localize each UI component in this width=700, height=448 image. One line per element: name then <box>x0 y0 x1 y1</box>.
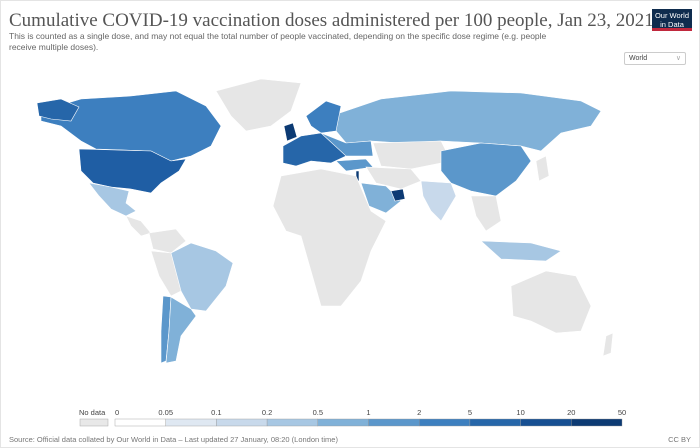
region-value: World <box>629 55 648 62</box>
legend-tick-label: 2 <box>417 408 421 417</box>
country-scandinavia[interactable] <box>305 100 342 134</box>
country-indonesia[interactable] <box>480 240 562 262</box>
legend-bin[interactable] <box>469 418 521 427</box>
legend-tick-label: 1 <box>366 408 370 417</box>
country-uk[interactable] <box>283 122 298 142</box>
chevron-down-icon: ∨ <box>675 55 681 62</box>
legend-tick-label: 20 <box>567 408 575 417</box>
legend-tick-label: 0.05 <box>158 408 173 417</box>
country-canada[interactable] <box>40 90 222 162</box>
legend-tick-label: 0.5 <box>313 408 323 417</box>
country-kazakhstan[interactable] <box>372 140 452 170</box>
country-middle-east[interactable] <box>365 166 422 190</box>
legend-tick-label: 50 <box>618 408 626 417</box>
country-uae[interactable] <box>390 188 406 202</box>
continent-africa[interactable] <box>272 168 387 307</box>
world-map[interactable] <box>1 71 700 401</box>
legend-bin[interactable] <box>520 418 572 427</box>
chart-subtitle: This is counted as a single dose, and ma… <box>9 31 547 52</box>
country-usa[interactable] <box>78 148 187 194</box>
country-eastern-europe[interactable] <box>320 132 374 157</box>
country-new-zealand[interactable] <box>602 332 614 357</box>
license-link[interactable]: CC BY <box>668 435 691 444</box>
legend-no-data-swatch <box>79 418 109 427</box>
legend-bin[interactable] <box>266 418 319 427</box>
country-india[interactable] <box>420 180 457 222</box>
country-australia[interactable] <box>510 270 592 334</box>
country-peru-bolivia[interactable] <box>150 250 182 297</box>
legend-tick-label: 5 <box>468 408 472 417</box>
legend-bin[interactable] <box>165 418 217 427</box>
legend-bin[interactable] <box>368 418 420 427</box>
country-turkey[interactable] <box>335 158 374 172</box>
source-note: Source: Official data collated by Our Wo… <box>9 435 338 444</box>
country-greenland[interactable] <box>215 78 302 132</box>
country-central-america[interactable] <box>125 215 152 237</box>
country-saudi-arabia[interactable] <box>360 182 402 214</box>
legend-no-data-label: No data <box>79 408 106 417</box>
country-russia[interactable] <box>330 90 602 152</box>
legend-tick-label: 0 <box>115 408 119 417</box>
legend-tick-label: 0.1 <box>211 408 221 417</box>
legend-tick-label: 0.2 <box>262 408 272 417</box>
chart-title: Cumulative COVID-19 vaccination doses ad… <box>9 10 654 31</box>
logo-text: Our World <box>654 11 690 20</box>
legend-bin[interactable] <box>317 418 369 427</box>
legend-bin[interactable] <box>419 418 471 427</box>
legend-tick-label: 10 <box>516 408 524 417</box>
color-legend: No data 0 0.05 0.1 0.2 0.5 1 2 5 10 20 50 <box>79 408 626 427</box>
owid-logo[interactable]: Our World in Data <box>652 9 692 31</box>
country-mexico[interactable] <box>88 182 137 217</box>
country-southeast-asia[interactable] <box>470 195 502 232</box>
country-colombia-venezuela[interactable] <box>148 228 187 254</box>
country-japan[interactable] <box>535 155 550 182</box>
logo-text: in Data <box>660 20 684 29</box>
country-argentina[interactable] <box>165 296 197 364</box>
country-alaska[interactable] <box>36 98 80 122</box>
legend-bin[interactable] <box>216 418 268 427</box>
legend-bin[interactable] <box>114 418 166 427</box>
country-china[interactable] <box>440 142 532 197</box>
legend-bin[interactable] <box>571 418 623 427</box>
region-select[interactable]: World ∨ <box>624 52 686 65</box>
